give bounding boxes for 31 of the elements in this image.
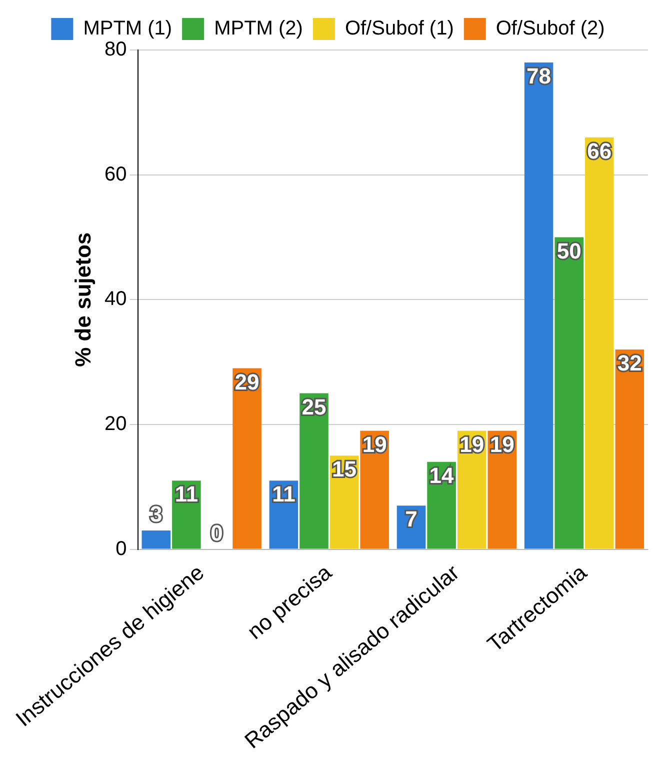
legend-label: Of/Subof (1) — [344, 18, 454, 40]
legend-label: MPTM (2) — [214, 18, 303, 40]
bar — [554, 237, 584, 549]
bar — [232, 368, 262, 549]
bar — [524, 62, 554, 549]
data-label: 14 — [429, 462, 455, 488]
data-label: 50 — [556, 238, 582, 264]
bar — [300, 393, 328, 549]
bar — [142, 530, 171, 549]
data-label: 11 — [174, 482, 198, 507]
data-label: 32 — [617, 350, 642, 376]
data-label: 19 — [460, 432, 484, 457]
bar — [584, 137, 614, 549]
y-tick-label: 20 — [104, 412, 127, 435]
legend-label: Of/Subof (2) — [496, 18, 605, 40]
data-label: 25 — [302, 394, 326, 420]
data-label: 66 — [587, 138, 612, 164]
data-label: 19 — [362, 432, 387, 457]
data-label: 29 — [234, 369, 260, 394]
legend-label: MPTM (1) — [83, 18, 172, 40]
bar — [615, 350, 644, 549]
y-tick-label: 40 — [104, 288, 127, 310]
data-label: 19 — [490, 432, 514, 457]
data-label: 78 — [526, 64, 552, 89]
data-label: 15 — [332, 456, 357, 482]
y-tick-label: 80 — [104, 38, 127, 61]
y-axis-title: % de sujetos — [70, 232, 96, 367]
data-label: 11 — [272, 482, 296, 507]
y-tick-label: 60 — [104, 163, 127, 186]
y-tick-label: 0 — [116, 538, 127, 560]
data-label: 7 — [405, 506, 418, 532]
